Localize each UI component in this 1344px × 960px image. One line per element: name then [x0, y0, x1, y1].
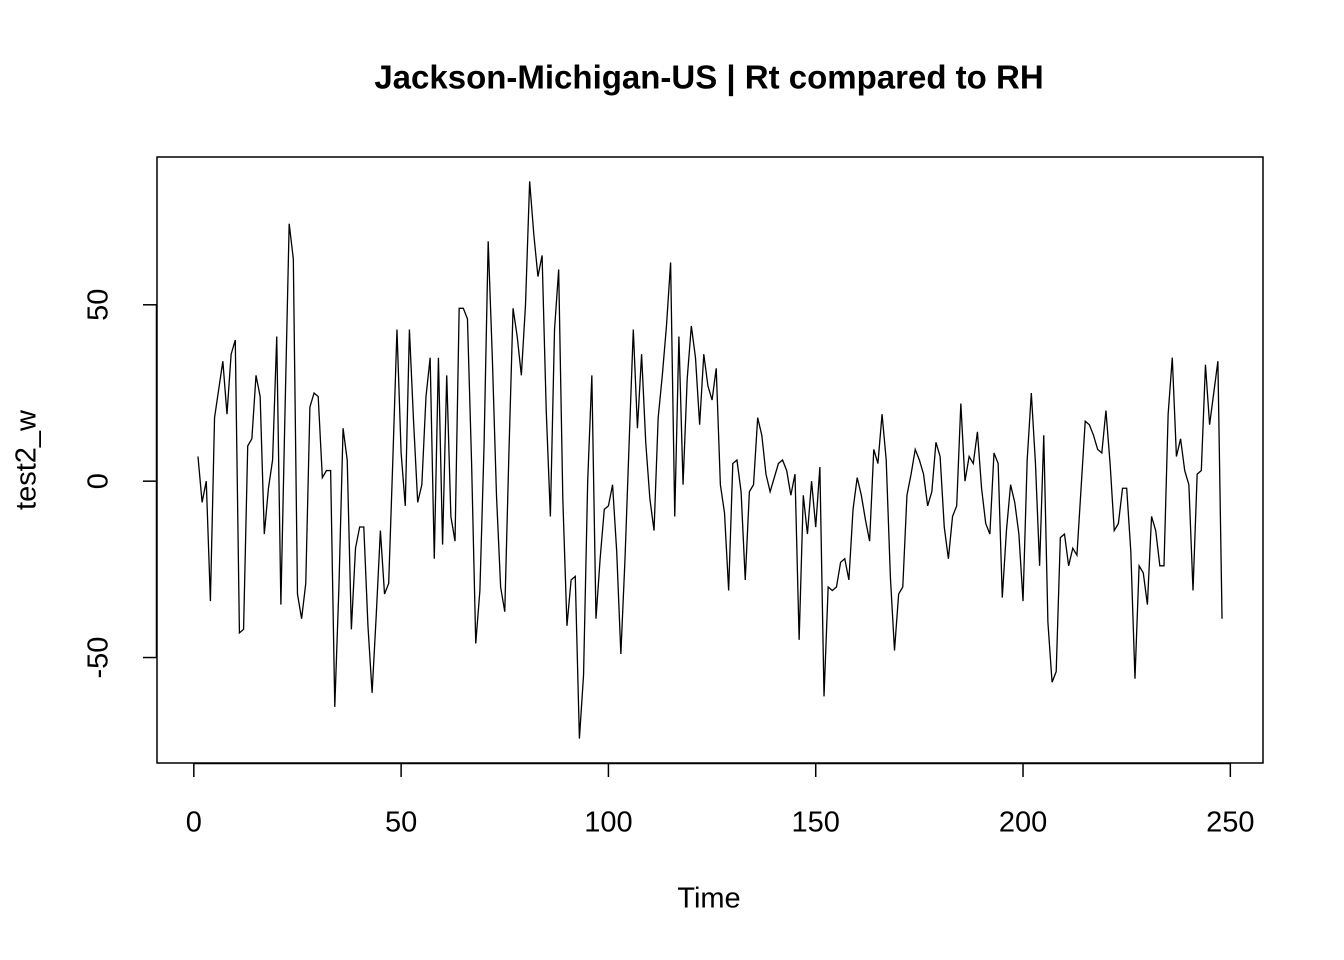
y-tick-label: -50	[83, 637, 115, 679]
x-axis-label: Time	[677, 883, 740, 915]
x-tick-label: 50	[385, 807, 417, 839]
x-tick-label: 100	[584, 807, 632, 839]
y-tick-label: 0	[83, 473, 115, 489]
x-tick-label: 0	[186, 807, 202, 839]
data-line	[197, 181, 1223, 739]
y-tick-label: 50	[83, 289, 115, 321]
chart-title: Jackson-Michigan-US | Rt compared to RH	[374, 59, 1043, 96]
x-tick-label: 150	[792, 807, 840, 839]
x-tick-label: 250	[1206, 807, 1254, 839]
x-tick-label: 200	[999, 807, 1047, 839]
plot-frame	[156, 156, 1264, 764]
y-axis-label: test2_w	[11, 409, 43, 510]
